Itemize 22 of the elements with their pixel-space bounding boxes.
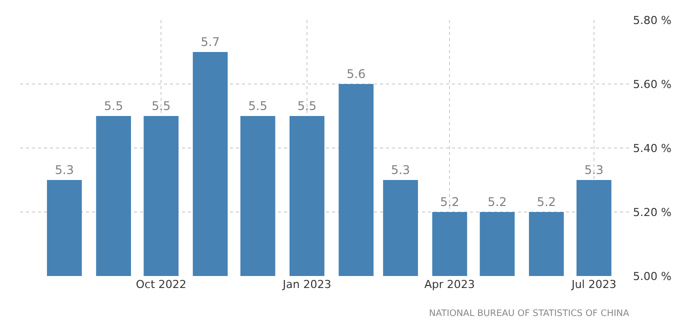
y-tick-label: 5.40 % [633, 142, 672, 155]
y-tick-label: 5.60 % [633, 78, 672, 91]
data-label: 5.3 [584, 163, 604, 177]
x-tick-label: Jul 2023 [570, 278, 616, 291]
y-tick-label: 5.20 % [633, 206, 672, 219]
data-label: 5.6 [346, 67, 366, 81]
data-label: 5.5 [104, 99, 124, 113]
data-label: 5.5 [152, 99, 171, 113]
y-tick-label: 5.00 % [633, 270, 672, 283]
x-tick-label: Oct 2022 [136, 278, 186, 291]
data-label: 5.3 [54, 163, 74, 177]
y-tick-label: 5.80 % [633, 14, 672, 27]
text: NATIONAL BUREAU OF STATISTICS OF CHINA [429, 309, 630, 319]
x-tick-label: Jan 2023 [282, 278, 332, 291]
data-label: 5.5 [297, 99, 317, 113]
data-label: 5.2 [536, 195, 556, 209]
data-label: 5.5 [248, 99, 268, 113]
data-label: 5.3 [390, 163, 410, 177]
data-label: 5.2 [488, 195, 507, 209]
x-tick-label: Apr 2023 [424, 278, 475, 291]
data-label: 5.2 [440, 195, 460, 209]
data-label: 5.7 [200, 35, 220, 49]
